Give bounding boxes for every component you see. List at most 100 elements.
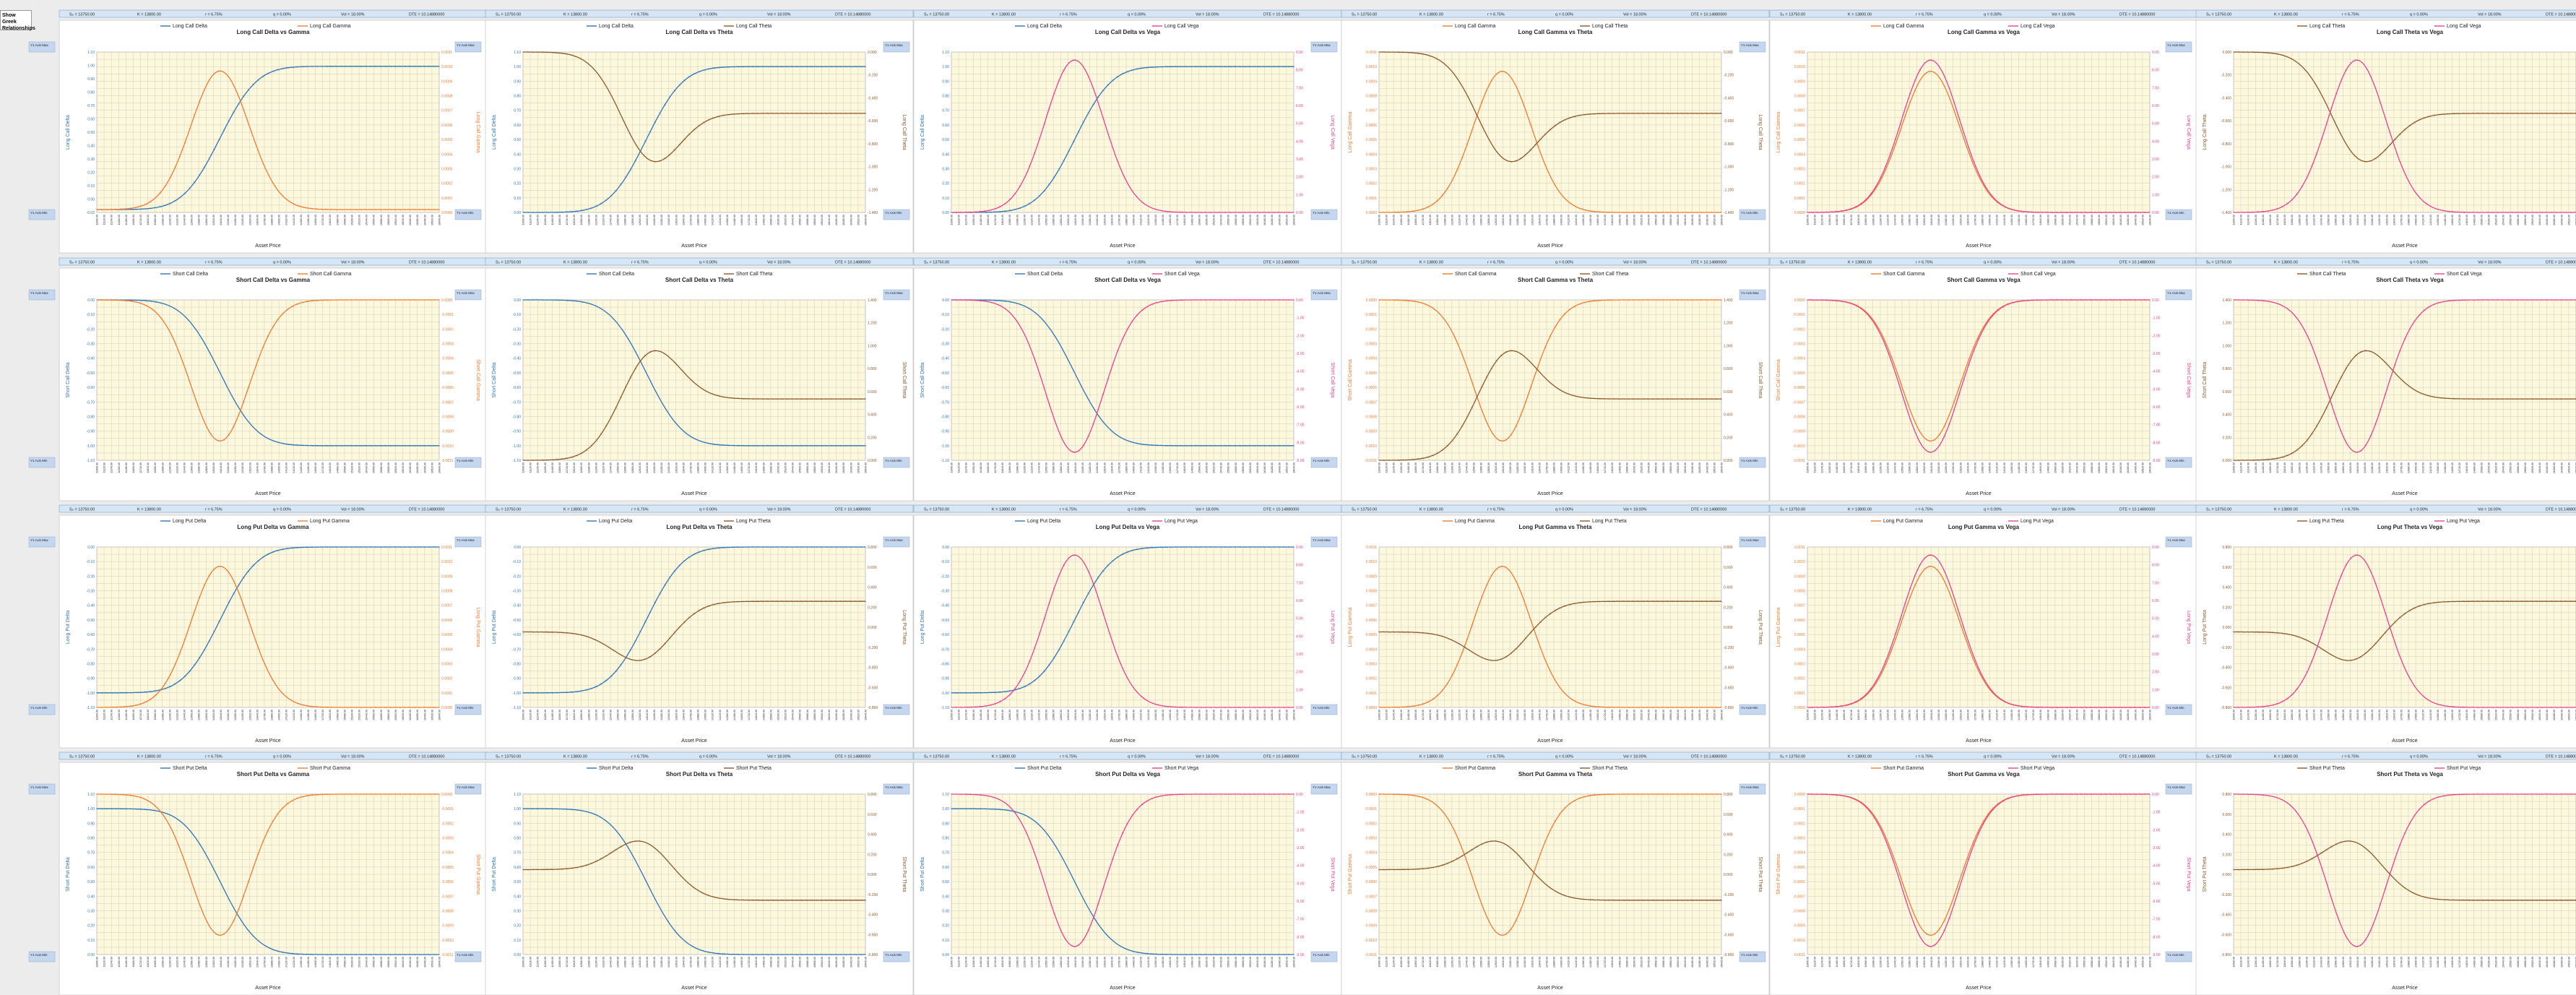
data-point	[2104, 298, 2107, 301]
x-tick-label: 16160.00	[835, 462, 838, 473]
data-point	[994, 302, 997, 305]
y2-tick-label: -0.800	[1724, 142, 1734, 147]
data-point	[1554, 679, 1557, 681]
legend-entry: Short Call Vega	[2020, 272, 2056, 277]
data-point	[1043, 123, 1046, 125]
chart-svg: S₀ = 13750.00 K = 13800.00 r = 6.75% q = 0.…	[28, 751, 517, 995]
x-tick-label: 16040.00	[2538, 462, 2541, 473]
x-tick-label: 13400.00	[667, 215, 670, 225]
data-point	[2555, 298, 2558, 301]
data-point	[2525, 706, 2528, 709]
y1-axis-title: Long Call Delta	[920, 115, 925, 150]
y1-tick-label: -0.80	[87, 662, 95, 666]
y1-tick-label: 0.40	[87, 895, 95, 899]
data-point	[194, 181, 196, 184]
data-point	[615, 848, 618, 851]
data-point	[1485, 421, 1488, 423]
gridlines	[1807, 546, 2151, 708]
x-tick-label: 16640.00	[1721, 710, 1724, 720]
data-point	[522, 298, 524, 301]
x-tick-label: 14840.00	[329, 215, 332, 225]
x-tick-label: 15560.00	[1655, 710, 1658, 720]
x-tick-label: 13040.00	[220, 462, 222, 473]
data-point	[2442, 301, 2445, 303]
chart-short-call-delta-vs-vega: S₀ = 13750.00 K = 13800.00 r = 6.75% q = 0.…	[883, 257, 1371, 501]
x-tick-label: 11480.00	[1836, 215, 1838, 225]
data-point	[839, 899, 842, 902]
series-markers-gamma	[95, 69, 441, 211]
data-point	[737, 899, 740, 901]
data-point	[683, 878, 686, 881]
y2-tick-label: -1.200	[868, 188, 878, 192]
data-point	[242, 108, 245, 111]
data-point	[1287, 298, 1290, 301]
data-point	[620, 396, 622, 399]
data-point	[2315, 647, 2318, 650]
y1-axis-title: Short Call Delta	[492, 362, 497, 397]
x-tick-label: 16640.00	[2149, 710, 2152, 720]
data-point	[649, 888, 652, 891]
y2-tick-label: -0.400	[868, 913, 878, 918]
x-tick-label: 13760.00	[1118, 215, 1120, 225]
x-tick-label: 11480.00	[551, 710, 554, 720]
x-tick-label: 15440.00	[792, 462, 795, 473]
y2-tick-labels: 0.00110.00100.00090.00080.00070.00060.00…	[441, 51, 453, 215]
data-point	[2486, 397, 2489, 400]
data-point	[835, 444, 837, 447]
y1-tick-labels: 0.8000.6000.4000.2000.000-0.200-0.400-0.…	[2221, 546, 2231, 710]
x-tick-label: 14720.00	[1604, 710, 1607, 720]
data-point	[134, 808, 137, 810]
x-tick-label: 14600.00	[314, 215, 317, 225]
x-tick-label: 11120.00	[958, 462, 961, 473]
data-point	[2276, 457, 2279, 460]
data-point	[2555, 600, 2558, 603]
data-point	[1156, 444, 1158, 447]
data-point	[980, 299, 982, 302]
data-point	[800, 444, 803, 447]
data-point	[974, 692, 977, 694]
data-point	[551, 692, 553, 694]
x-tick-label: 14720.00	[748, 462, 751, 473]
data-point	[1097, 96, 1099, 98]
data-point	[561, 457, 563, 460]
x-tick-label: 11960.00	[1008, 462, 1011, 473]
x-tick-label: 15920.00	[1249, 710, 1252, 720]
x-tick-labels: 11000.00 11120.00 11240.00 11360.00 11480.00…	[2233, 462, 2576, 473]
param-bar	[1341, 9, 1770, 18]
param-k: K = 13800.00	[992, 508, 1016, 512]
y1-max-label: Y1 Axis Max	[2167, 43, 2186, 47]
data-point	[1082, 66, 1085, 68]
data-point	[433, 65, 436, 68]
data-point	[1806, 298, 1809, 301]
x-tick-label: 16520.00	[431, 215, 433, 225]
data-point	[228, 601, 230, 604]
data-point	[1539, 151, 1542, 154]
data-point	[2530, 211, 2533, 214]
data-point	[1968, 642, 1970, 645]
x-tick-label: 14600.00	[740, 957, 743, 968]
data-point	[365, 546, 367, 548]
data-point	[1028, 345, 1031, 348]
data-point	[1617, 298, 1620, 301]
data-point	[839, 397, 842, 400]
data-point	[1028, 660, 1031, 663]
chart-title: Long Call Delta vs Vega	[1095, 29, 1161, 35]
data-point	[154, 689, 157, 692]
param-dte: DTE = 10.14880000	[1263, 508, 1299, 512]
data-point	[379, 208, 382, 211]
y1-tick-label: 0.0010	[1794, 65, 1806, 69]
data-point	[2315, 358, 2318, 360]
data-point	[1446, 187, 1449, 190]
data-point	[1451, 71, 1453, 73]
param-k: K = 13800.00	[992, 13, 1016, 17]
data-point	[585, 689, 588, 692]
y2-tick-label: 5.00	[1296, 617, 1303, 621]
data-point	[428, 298, 431, 301]
x-tick-label: 11720.00	[1850, 215, 1853, 225]
series-markers-vega	[1806, 554, 2151, 709]
data-point	[1102, 90, 1105, 92]
y1-max-box	[28, 289, 56, 301]
data-point	[1914, 79, 1916, 82]
x-axis-title: Asset Price	[2392, 244, 2418, 249]
data-point	[2462, 112, 2465, 115]
